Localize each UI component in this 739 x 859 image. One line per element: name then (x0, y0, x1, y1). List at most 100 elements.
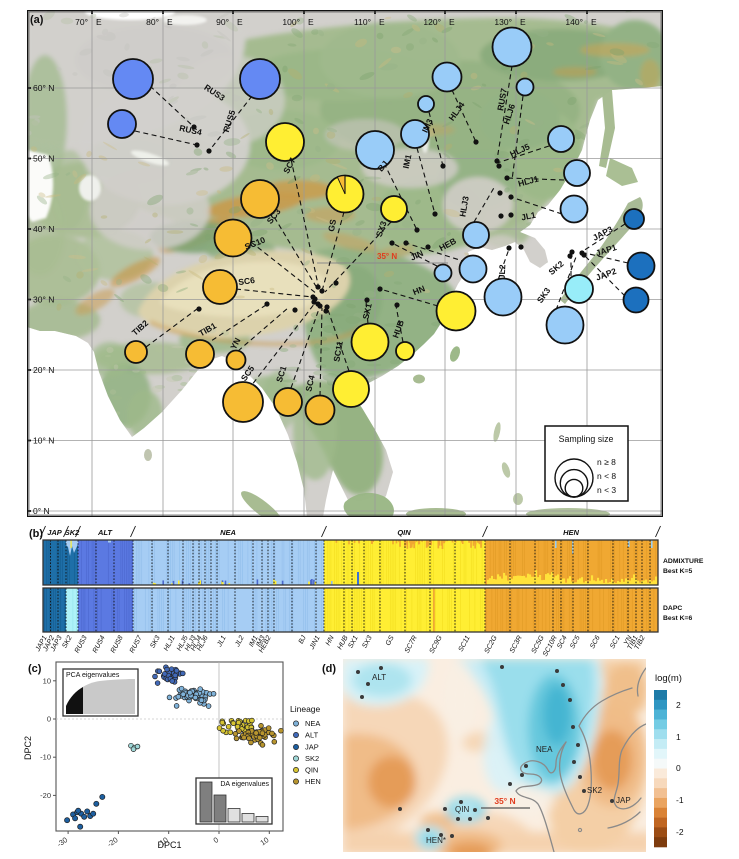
svg-text:NEA: NEA (220, 528, 236, 537)
svg-text:-20: -20 (40, 791, 51, 800)
svg-text:IM3: IM3 (255, 635, 267, 649)
svg-text:QIN: QIN (455, 805, 469, 814)
svg-text:SC7R: SC7R (404, 635, 419, 655)
svg-text:HLJ3: HLJ3 (457, 195, 471, 217)
svg-text:YN: YN (228, 336, 242, 351)
svg-text:log(m): log(m) (655, 673, 682, 684)
svg-text:Best K=6: Best K=6 (663, 615, 692, 622)
svg-text:HEN: HEN (563, 528, 579, 537)
svg-text:SC5: SC5 (569, 635, 582, 650)
svg-text:(a): (a) (30, 14, 44, 26)
svg-text:QIN: QIN (305, 766, 318, 775)
svg-text:50° N: 50° N (33, 154, 54, 164)
svg-text:HN: HN (325, 634, 336, 647)
svg-text:SK2: SK2 (305, 754, 319, 763)
svg-text:IM1: IM1 (248, 635, 260, 649)
svg-text:HLJ1: HLJ1 (163, 635, 177, 653)
svg-text:90°: 90° (216, 17, 229, 27)
svg-text:30° N: 30° N (33, 295, 54, 305)
svg-text:70°: 70° (75, 17, 88, 27)
svg-text:35° N: 35° N (377, 252, 397, 261)
svg-text:HEN: HEN (305, 777, 321, 786)
svg-text:-2: -2 (676, 827, 684, 837)
svg-text:ALT: ALT (97, 528, 113, 537)
svg-text:35° N: 35° N (494, 796, 515, 806)
svg-text:10: 10 (258, 835, 270, 847)
svg-text:130°: 130° (494, 17, 512, 27)
svg-text:JL2: JL2 (497, 264, 508, 279)
svg-text:NEA: NEA (305, 719, 320, 728)
svg-text:E: E (379, 17, 385, 27)
svg-text:0° N: 0° N (33, 506, 50, 516)
svg-text:100°: 100° (282, 17, 300, 27)
svg-text:SC6: SC6 (589, 635, 602, 650)
svg-text:RUS4: RUS4 (178, 123, 203, 138)
svg-text:GS: GS (385, 634, 396, 647)
svg-text:SX1: SX1 (347, 635, 359, 650)
svg-text:JL1: JL1 (216, 635, 228, 649)
svg-text:E: E (591, 17, 597, 27)
svg-text:SK3: SK3 (149, 635, 161, 650)
svg-text:Best K=5: Best K=5 (663, 568, 692, 575)
svg-text:DPC2: DPC2 (23, 736, 33, 760)
svg-text:-10: -10 (40, 753, 51, 762)
svg-text:(c): (c) (28, 663, 42, 675)
svg-text:1: 1 (676, 732, 681, 742)
svg-text:140°: 140° (565, 17, 583, 27)
svg-text:JAP: JAP (305, 743, 319, 752)
svg-text:Lineage: Lineage (290, 704, 321, 714)
svg-text:SC2G: SC2G (484, 634, 499, 655)
svg-text:JAP: JAP (616, 796, 631, 805)
svg-text:IM1: IM1 (401, 153, 414, 169)
svg-text:SK2: SK2 (587, 786, 603, 795)
svg-text:JL2: JL2 (234, 635, 246, 649)
svg-text:JIN1: JIN1 (308, 635, 321, 652)
svg-text:SC11: SC11 (331, 340, 345, 362)
svg-text:HN: HN (411, 283, 426, 297)
svg-text:E: E (308, 17, 314, 27)
svg-text:(b): (b) (29, 528, 43, 540)
svg-text:SC4: SC4 (303, 374, 317, 393)
svg-text:0: 0 (212, 835, 221, 845)
svg-text:80°: 80° (146, 17, 159, 27)
svg-text:ADMIXTURE: ADMIXTURE (663, 558, 704, 565)
svg-text:RUS8: RUS8 (110, 635, 125, 655)
svg-text:RUS4: RUS4 (92, 635, 107, 655)
svg-text:SC1: SC1 (274, 364, 289, 383)
svg-text:SC4: SC4 (556, 635, 569, 650)
svg-text:SX3: SX3 (361, 635, 373, 650)
svg-text:n < 8: n < 8 (597, 471, 616, 481)
svg-text:SC3R: SC3R (509, 635, 524, 655)
svg-text:0: 0 (47, 715, 51, 724)
svg-text:E: E (96, 17, 102, 27)
svg-text:SX1: SX1 (360, 302, 373, 320)
svg-text:n ≥ 8: n ≥ 8 (597, 457, 616, 467)
svg-text:40° N: 40° N (33, 224, 54, 234)
svg-text:PCA eigenvalues: PCA eigenvalues (66, 672, 120, 679)
svg-text:120°: 120° (423, 17, 441, 27)
svg-text:0: 0 (676, 763, 681, 773)
svg-text:HEN*: HEN* (426, 836, 446, 845)
svg-text:10° N: 10° N (33, 436, 54, 446)
svg-text:-1: -1 (676, 795, 684, 805)
svg-text:JL1: JL1 (520, 210, 537, 223)
svg-text:ALT: ALT (372, 673, 386, 682)
svg-text:NEA: NEA (536, 745, 553, 754)
svg-text:110°: 110° (354, 17, 371, 27)
svg-text:60° N: 60° N (33, 83, 54, 93)
svg-text:RUS7: RUS7 (495, 87, 509, 111)
svg-text:n < 3: n < 3 (597, 485, 616, 495)
svg-text:20° N: 20° N (33, 365, 54, 375)
svg-text:RUS7: RUS7 (129, 634, 144, 655)
svg-text:SK2: SK2 (61, 635, 73, 650)
svg-text:SC6: SC6 (238, 275, 256, 287)
svg-text:GS: GS (326, 218, 338, 232)
svg-text:HUB: HUB (337, 634, 350, 651)
svg-text:DPC1: DPC1 (157, 840, 181, 850)
svg-text:YN: YN (623, 634, 634, 647)
svg-text:ALT: ALT (305, 731, 319, 740)
svg-text:QIN: QIN (397, 528, 411, 537)
svg-text:E: E (237, 17, 243, 27)
svg-text:BJ: BJ (298, 634, 308, 645)
svg-text:E: E (167, 17, 173, 27)
